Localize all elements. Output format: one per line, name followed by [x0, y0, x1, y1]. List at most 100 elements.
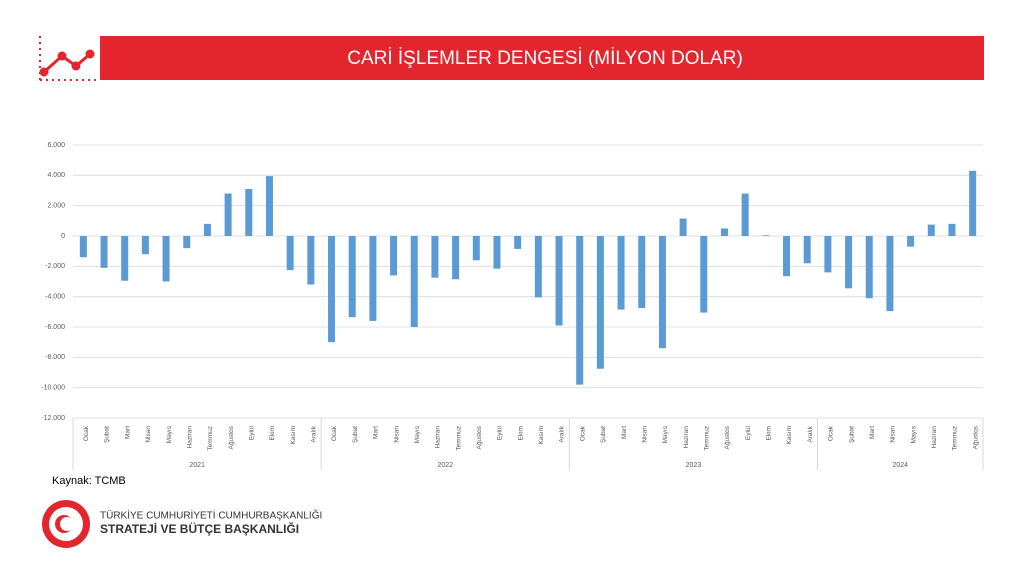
y-tick-label: -12.000	[41, 415, 65, 422]
bar	[390, 236, 398, 276]
y-tick-label: -6.000	[45, 324, 65, 331]
group-label: 2024	[892, 462, 908, 469]
x-tick-label: Mayıs	[910, 425, 917, 443]
group-label: 2022	[437, 462, 453, 469]
x-tick-label: Şubat	[848, 426, 855, 443]
y-tick-label: 2.000	[47, 203, 65, 210]
x-tick-label: Nisan	[393, 426, 400, 443]
logo-crescent-cut	[60, 517, 74, 531]
icon-dot	[71, 61, 81, 71]
x-tick-label: Aralık	[559, 425, 566, 442]
x-tick-label: Şubat	[104, 426, 111, 443]
x-tick-label: Mayıs	[414, 425, 421, 443]
source: Kaynak: TCMB	[52, 475, 126, 487]
bar	[493, 236, 501, 269]
bar	[576, 236, 584, 385]
y-tick-label: 4.000	[47, 172, 65, 179]
bar	[452, 236, 460, 280]
x-tick-label: Aralık	[311, 425, 318, 442]
x-tick-label: Mart	[373, 426, 380, 439]
x-tick-label: Nisan	[641, 426, 648, 443]
x-tick-label: Haziran	[931, 426, 938, 449]
bar	[265, 176, 273, 236]
bar	[286, 236, 294, 271]
x-tick-label: Temmuz	[455, 426, 462, 451]
x-tick-label: Haziran	[435, 426, 442, 449]
x-tick-label: Eylül	[249, 425, 256, 440]
bar	[824, 236, 832, 273]
x-tick-label: Mart	[869, 426, 876, 439]
bar	[410, 236, 418, 327]
bar	[203, 223, 211, 236]
x-tick-label: Ağustos	[476, 425, 483, 449]
bar	[741, 193, 749, 236]
bar	[679, 218, 687, 236]
x-tick-label: Kasım	[290, 426, 297, 444]
bar	[162, 236, 170, 282]
y-tick-label: -4.000	[45, 294, 65, 301]
x-tick-label: Ağustos	[228, 425, 235, 449]
x-tick-label: Mayıs	[166, 425, 173, 443]
bar	[658, 236, 666, 349]
bar	[720, 228, 728, 236]
icon-dot	[85, 49, 95, 59]
bar	[803, 236, 811, 264]
bar	[886, 236, 894, 312]
bar	[100, 236, 108, 268]
bar	[348, 236, 356, 318]
x-tick-label: Kasım	[538, 426, 545, 444]
bar	[865, 236, 873, 299]
x-tick-label: Temmuz	[207, 426, 214, 451]
bar	[224, 193, 232, 236]
bar	[472, 236, 480, 261]
x-tick-label: Temmuz	[704, 426, 711, 451]
bar	[596, 236, 604, 369]
icon-dot	[39, 67, 49, 77]
x-tick-label: Ocak	[331, 425, 338, 441]
bar	[79, 236, 87, 258]
bar	[369, 236, 377, 321]
org-line2: STRATEJİ VE BÜTÇE BAŞKANLIĞI	[100, 521, 299, 536]
x-tick-label: Ağustos	[972, 425, 979, 449]
icon-line	[43, 52, 91, 74]
bar	[328, 236, 336, 343]
x-tick-label: Eylül	[745, 425, 752, 440]
x-tick-label: Haziran	[683, 426, 690, 449]
x-tick-label: Haziran	[186, 426, 193, 449]
x-tick-label: Eylül	[497, 425, 504, 440]
bar	[969, 170, 977, 236]
y-tick-label: -10.000	[41, 385, 65, 392]
bar	[431, 236, 439, 278]
x-tick-label: Ekim	[517, 426, 524, 440]
chart-title: CARİ İŞLEMLER DENGESİ (MİLYON DOLAR)	[347, 48, 743, 69]
bar	[534, 236, 542, 298]
x-tick-label: Kasım	[786, 426, 793, 444]
x-tick-label: Nisan	[145, 426, 152, 443]
x-tick-label: Ocak	[579, 425, 586, 441]
bar	[700, 236, 708, 313]
y-tick-label: -2.000	[45, 263, 65, 270]
y-tick-label: 0	[61, 233, 65, 240]
x-tick-label: Şubat	[352, 426, 359, 443]
bar	[245, 188, 253, 236]
x-tick-label: Mayıs	[662, 425, 669, 443]
bar	[762, 235, 770, 236]
logo	[42, 500, 90, 548]
bar	[783, 236, 791, 277]
x-tick-label: Temmuz	[952, 426, 959, 451]
y-tick-label: -8.000	[45, 354, 65, 361]
bar	[141, 236, 149, 255]
x-tick-label: Mart	[621, 426, 628, 439]
bar	[907, 236, 915, 247]
x-tick-label: Ağustos	[724, 425, 731, 449]
bar	[555, 236, 563, 326]
bar	[121, 236, 129, 281]
header-icon	[39, 36, 96, 81]
bar	[183, 236, 191, 249]
bar	[617, 236, 625, 310]
x-tick-label: Mart	[124, 426, 131, 439]
x-tick-label: Nisan	[890, 426, 897, 443]
bar	[927, 224, 935, 236]
